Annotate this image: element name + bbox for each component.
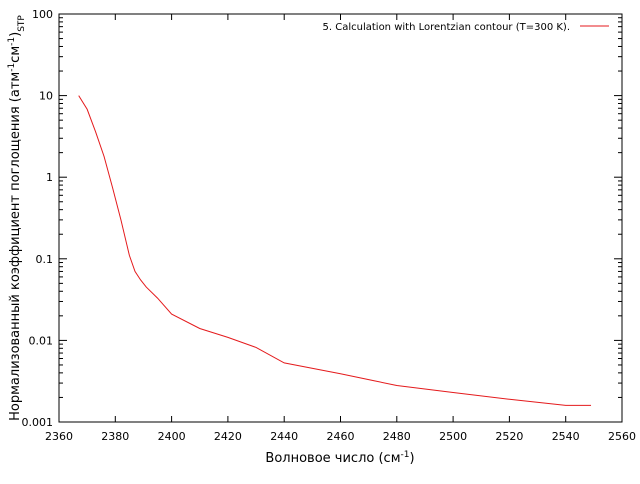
y-tick-label: 0.01	[29, 334, 54, 347]
x-tick-label: 2520	[495, 430, 523, 443]
y-tick-label: 1	[46, 171, 53, 184]
x-tick-label: 2440	[270, 430, 298, 443]
ticks-layer: 2360 2380 2400 2420 2440 2460 2480 2500 2520 2540…	[22, 8, 637, 443]
x-tick-label: 2480	[383, 430, 411, 443]
x-tick-label: 2540	[552, 430, 580, 443]
plot-frame	[58, 13, 623, 423]
x-tick-label: 2360	[45, 430, 73, 443]
x-tick-label: 2420	[214, 430, 242, 443]
x-tick-label: 2380	[101, 430, 129, 443]
y-tick-label: 0.1	[36, 253, 54, 266]
legend: 5. Calculation with Lorentzian contour (…	[323, 22, 609, 33]
series-layer	[78, 95, 592, 406]
x-tick-label: 2460	[327, 430, 355, 443]
y-axis-title: Нормализованный коэффициент поглощения (…	[7, 15, 27, 421]
x-axis-title: Волновое число (см-1)	[265, 450, 414, 466]
series-line	[78, 95, 592, 406]
x-tick-label: 2500	[439, 430, 467, 443]
y-tick-label: 100	[32, 8, 53, 21]
x-tick-label: 2400	[158, 430, 186, 443]
legend-label: 5. Calculation with Lorentzian contour (…	[323, 22, 570, 33]
y-tick-label: 0.001	[22, 416, 54, 429]
x-tick-label: 2560	[608, 430, 636, 443]
y-tick-label: 10	[39, 90, 53, 103]
